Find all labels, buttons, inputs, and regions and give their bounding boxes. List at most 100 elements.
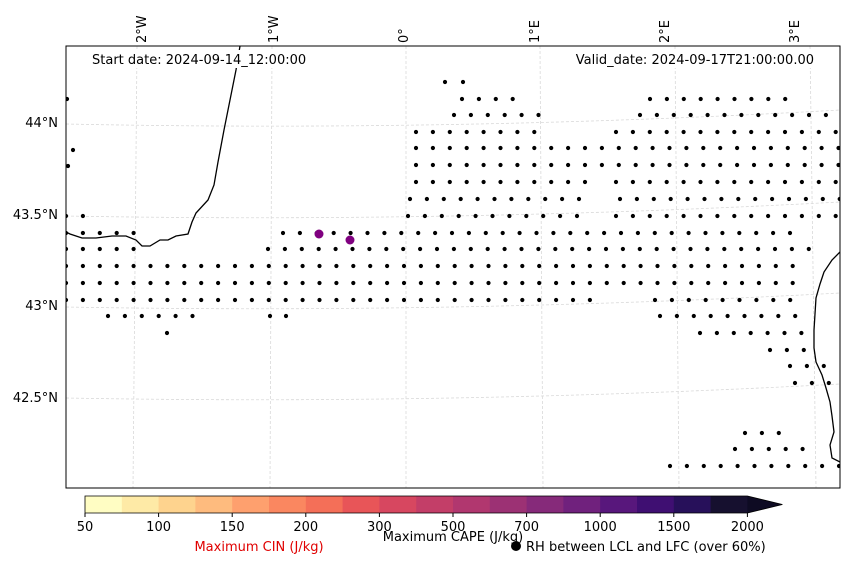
rh-dot — [131, 230, 136, 236]
rh-dot — [333, 246, 338, 252]
rh-dot — [785, 162, 790, 168]
rh-dot — [493, 96, 498, 102]
rh-dot — [836, 463, 840, 469]
rh-dot — [613, 179, 619, 185]
rh-dot — [587, 280, 593, 286]
rh-dot — [452, 280, 457, 286]
rh-dot — [737, 297, 742, 303]
colorbar-segment — [121, 496, 160, 513]
rh-dot — [603, 246, 609, 252]
rh-dot — [766, 96, 771, 102]
rh-dot — [616, 145, 621, 151]
rh-dot — [382, 230, 387, 236]
rh-dot — [768, 162, 774, 168]
rh-dot — [691, 313, 696, 319]
rh-dot — [469, 297, 474, 303]
rh-dot — [554, 263, 559, 269]
rh-dot — [486, 297, 491, 303]
rh-dot — [532, 179, 537, 185]
rh-dot — [498, 179, 503, 185]
rh-dot — [737, 230, 742, 236]
rh-dot — [587, 263, 593, 269]
rh-dot — [385, 263, 390, 269]
rh-dot — [786, 463, 791, 469]
rh-dot — [492, 196, 497, 202]
rh-legend-marker — [511, 541, 521, 551]
rh-dot — [742, 313, 747, 319]
rh-dot — [667, 463, 673, 469]
rh-dot — [799, 179, 805, 185]
rh-dot — [604, 263, 609, 269]
rh-dot — [770, 196, 775, 202]
rh-dot — [708, 313, 713, 319]
rh-dot — [520, 297, 525, 303]
rh-dot — [703, 297, 708, 303]
rh-dot — [367, 246, 372, 252]
rh-dot — [551, 230, 556, 236]
rh-dot — [790, 112, 795, 118]
rh-dot — [190, 313, 195, 319]
rh-dot — [368, 297, 373, 303]
rh-dot — [182, 297, 187, 303]
rh-dot — [570, 280, 576, 286]
rh-dot — [759, 313, 764, 319]
rh-dot — [684, 463, 690, 469]
rh-dot — [630, 129, 636, 135]
rh-dot — [430, 145, 435, 151]
rh-dot — [283, 297, 288, 303]
rh-dot — [458, 196, 463, 202]
rh-dot — [317, 280, 322, 286]
rh-dot — [689, 263, 694, 269]
rh-dot — [765, 330, 770, 336]
rh-dot — [139, 313, 144, 319]
lat-label: 43°N — [25, 299, 58, 314]
rh-dot — [799, 129, 805, 135]
rh-dot — [688, 112, 693, 118]
rh-dot — [435, 280, 440, 286]
rh-dot — [672, 263, 677, 269]
rh-dot — [748, 330, 753, 336]
rh-dot — [749, 213, 754, 219]
rh-dot — [435, 263, 440, 269]
rh-dot — [617, 196, 623, 202]
rh-dot — [787, 363, 793, 369]
rh-dot — [331, 230, 336, 236]
rh-dot — [515, 145, 520, 151]
rh-dot — [820, 196, 825, 202]
rh-dot — [801, 347, 806, 353]
rh-dot — [633, 145, 638, 151]
rh-dot — [97, 297, 102, 303]
rh-dot — [686, 297, 691, 303]
rh-dot — [782, 179, 788, 185]
cape-axis-label: Maximum CAPE (J/kg) — [383, 530, 523, 545]
rh-dot — [735, 463, 740, 469]
rh-dot — [537, 297, 542, 303]
rh-dot — [464, 162, 469, 168]
colorbar-tick-label: 2000 — [731, 520, 764, 535]
rh-dot — [165, 263, 170, 269]
rh-dot — [587, 246, 592, 252]
rh-dot — [790, 263, 795, 269]
valid-date-label: Valid_date: 2024-09-17T21:00:00.00 — [576, 53, 814, 68]
rh-dot — [70, 147, 76, 153]
rh-dot — [418, 297, 423, 303]
rh-dot — [783, 446, 788, 452]
rh-dot — [541, 213, 546, 219]
rh-dot — [283, 263, 288, 269]
rh-dot — [739, 263, 745, 269]
rh-dot — [351, 297, 356, 303]
rh-dot — [500, 230, 505, 236]
rh-dot — [669, 230, 674, 236]
rh-dot — [602, 230, 607, 236]
rh-dot — [466, 230, 471, 236]
rh-dot — [635, 230, 641, 236]
coastline-mediterranean — [813, 251, 840, 463]
rh-dot — [671, 246, 676, 252]
rh-dot — [66, 246, 69, 252]
rh-dot — [348, 230, 353, 236]
rh-dot — [766, 129, 771, 135]
rh-dot — [334, 263, 339, 269]
rh-dot — [720, 297, 725, 303]
rh-dot — [148, 263, 153, 269]
rh-dot — [574, 213, 580, 219]
